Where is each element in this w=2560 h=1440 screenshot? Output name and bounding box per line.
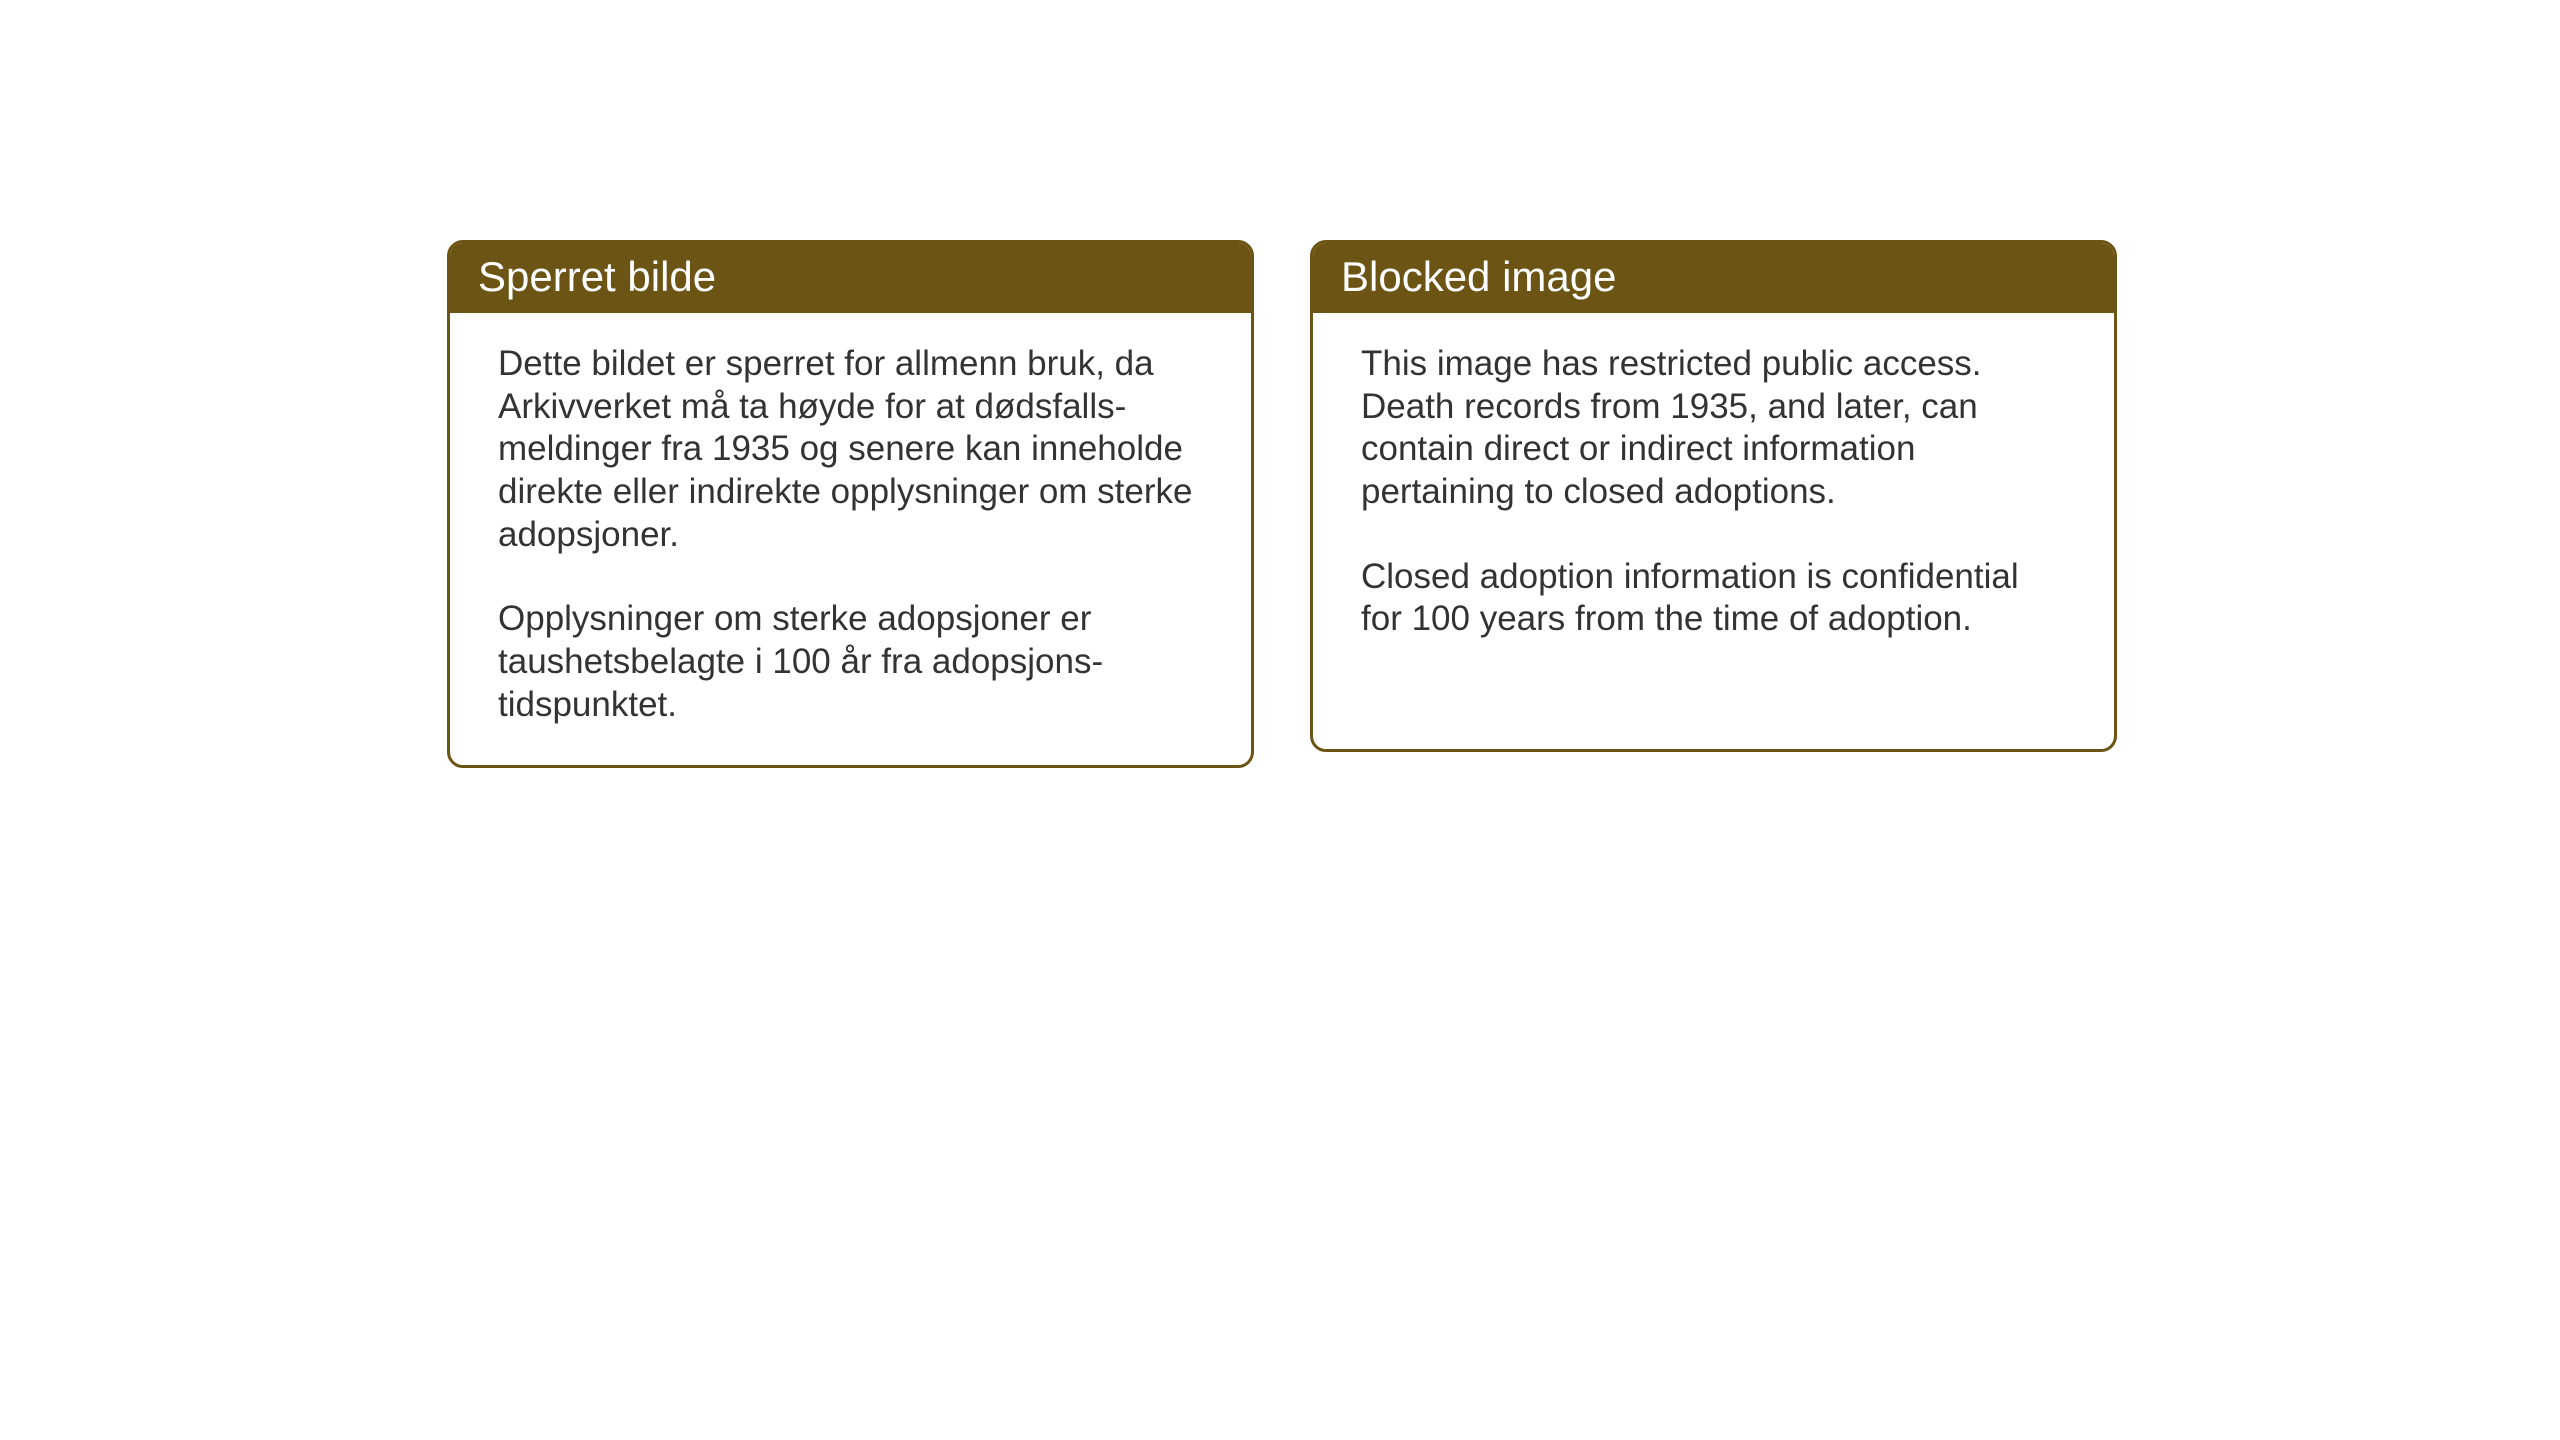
paragraph-2-norwegian: Opplysninger om sterke adopsjoner er tau… [498, 598, 1203, 726]
card-body-english: This image has restricted public access.… [1313, 313, 2114, 679]
card-header-norwegian: Sperret bilde [450, 243, 1251, 313]
card-body-norwegian: Dette bildet er sperret for allmenn bruk… [450, 313, 1251, 765]
card-header-english: Blocked image [1313, 243, 2114, 313]
paragraph-1-english: This image has restricted public access.… [1361, 343, 2066, 514]
notice-card-norwegian: Sperret bilde Dette bildet er sperret fo… [447, 240, 1254, 768]
paragraph-2-english: Closed adoption information is confident… [1361, 556, 2066, 641]
notice-card-english: Blocked image This image has restricted … [1310, 240, 2117, 752]
notice-cards-container: Sperret bilde Dette bildet er sperret fo… [447, 240, 2117, 768]
paragraph-1-norwegian: Dette bildet er sperret for allmenn bruk… [498, 343, 1203, 556]
